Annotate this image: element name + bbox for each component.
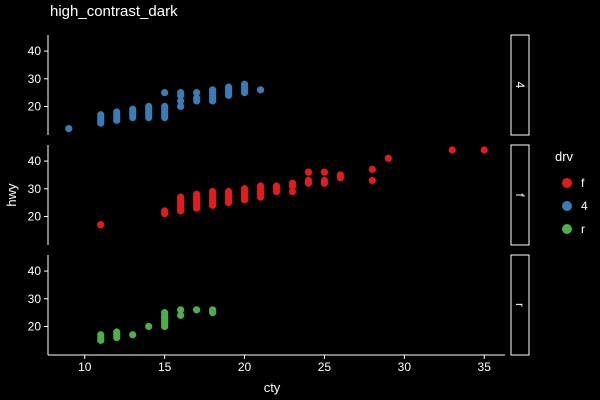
data-point-f [304,168,313,176]
data-point-r [193,306,201,314]
data-point-4 [177,89,185,97]
facet-strip [510,254,530,356]
data-point-4 [97,111,105,119]
legend-key-f [562,178,572,188]
y-tick-label: 30 [28,182,42,196]
data-point-f [448,146,456,154]
facet-strip [510,144,530,246]
x-tick-label: 15 [158,360,172,374]
data-point-r [177,311,185,319]
data-point-f [288,187,297,196]
data-point-4 [161,102,169,111]
facet-panel-4: 20 30 40 4 [28,34,530,136]
plot-layer: 20 30 40 4 20 30 40 f 20 30 40 r 10 15 20 25 30 35 f 4 r [28,34,588,374]
data-point-f [224,187,233,196]
data-point-f [368,176,376,185]
data-point-4 [193,89,201,97]
data-point-f [272,182,281,190]
data-point-4 [177,102,185,111]
data-point-4 [177,97,185,105]
data-point-r [161,309,169,317]
data-point-f [368,165,376,173]
data-point-4 [256,86,265,94]
data-point-f [320,168,329,176]
data-point-f [193,190,201,198]
data-point-r [129,331,137,339]
data-point-r [113,328,121,336]
legend-label-r: r [581,222,585,236]
data-point-4 [113,108,121,116]
facet-strip-label: f [513,193,527,197]
data-point-f [288,179,297,187]
legend-key-4 [562,201,572,211]
data-point-4 [145,102,153,111]
data-point-f [384,154,392,162]
x-tick-label: 30 [398,360,412,374]
y-axis-title: hwy [4,183,19,207]
x-axis-title: cty [264,380,281,395]
data-point-4 [129,105,137,113]
legend-label-4: 4 [581,199,588,213]
facet-panel-r: 20 30 40 r [28,254,530,356]
data-point-r [97,331,105,339]
data-point-f [480,146,488,154]
data-point-4 [193,94,201,102]
data-point-f [320,176,329,185]
legend-label-f: f [581,176,585,190]
chart-title: high_contrast_dark [50,3,178,20]
data-point-r [177,306,185,314]
y-tick-label: 20 [28,209,42,223]
legend-key-r [562,224,572,234]
x-tick-label: 35 [478,360,492,374]
data-point-f [97,221,105,229]
y-tick-label: 20 [28,99,42,113]
facet-strip [510,34,530,136]
y-tick-label: 20 [28,319,42,333]
x-tick-label: 20 [238,360,252,374]
x-tick-label: 10 [78,360,92,374]
data-point-4 [208,86,217,94]
y-tick-label: 30 [28,292,42,306]
data-point-f [177,193,185,201]
data-point-f [256,182,265,190]
facet-strip-label: r [513,303,527,307]
data-point-r [208,306,217,314]
data-point-4 [65,125,73,133]
y-tick-label: 40 [28,154,42,168]
data-point-f [208,187,217,196]
y-tick-label: 30 [28,72,42,86]
data-point-f [240,185,249,193]
data-point-f [304,176,313,185]
data-point-f [161,207,169,215]
legend-title: drv [555,149,574,164]
x-tick-label: 25 [318,360,332,374]
data-point-4 [161,89,169,97]
data-point-4 [240,80,249,88]
data-point-r [145,322,153,331]
legend: f 4 r [562,176,588,236]
facet-panel-f: 20 30 40 f [28,144,530,246]
y-tick-label: 40 [28,264,42,278]
y-tick-label: 40 [28,44,42,58]
data-point-4 [224,83,233,91]
data-point-f [336,171,345,179]
facet-strip-label: 4 [513,82,527,89]
